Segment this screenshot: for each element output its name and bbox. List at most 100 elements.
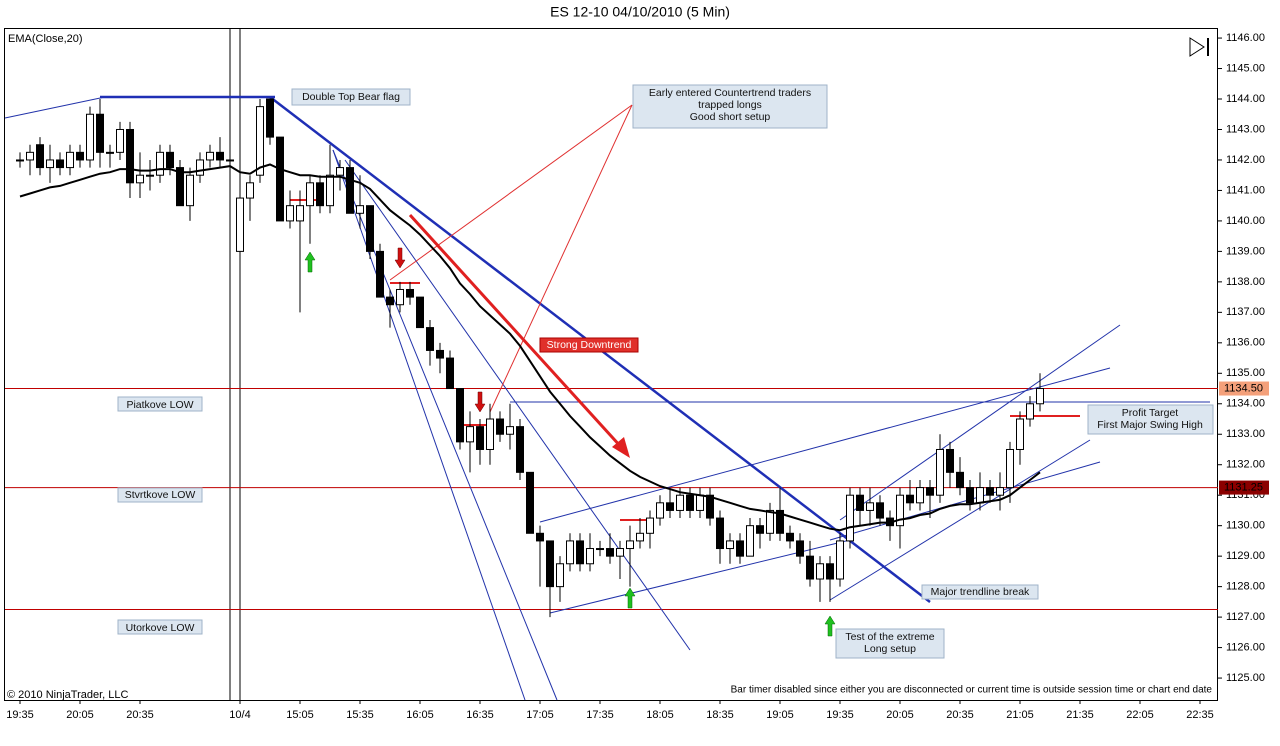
candle-body xyxy=(856,494,864,511)
x-tick-label: 22:05 xyxy=(1126,709,1154,721)
up-arrow xyxy=(624,587,636,609)
candle-body xyxy=(1006,448,1014,489)
annotation: Early entered Countertrend traders xyxy=(649,87,811,99)
up-arrow xyxy=(824,615,836,637)
candle-body xyxy=(276,136,284,222)
candle-body xyxy=(226,159,234,162)
candle-body xyxy=(916,487,924,504)
play-icon[interactable] xyxy=(1189,37,1205,57)
candle-body xyxy=(296,205,304,222)
candle-body xyxy=(846,494,854,542)
x-tick-label: 16:35 xyxy=(466,709,494,721)
candle-body xyxy=(796,540,804,557)
level-label: 1131.25 xyxy=(1224,481,1263,493)
annotation: Stvrtkove LOW xyxy=(125,489,196,501)
annotation-box xyxy=(632,84,828,129)
y-tick-label: 1141.00 xyxy=(1226,184,1265,196)
candle-body xyxy=(1036,388,1044,405)
y-tick-label: 1139.00 xyxy=(1226,245,1265,257)
playback-icon[interactable] xyxy=(1189,37,1209,57)
x-tick-label: 10/4 xyxy=(229,709,250,721)
candle-body xyxy=(396,288,404,306)
candle-body xyxy=(386,296,394,306)
plot xyxy=(16,98,1044,618)
y-tick-label: 1128.00 xyxy=(1226,581,1265,593)
candle-body xyxy=(456,388,464,443)
y-tick-label: 1140.00 xyxy=(1226,215,1265,227)
y-tick-label: 1137.00 xyxy=(1226,306,1265,318)
candle-body xyxy=(196,159,204,176)
candle-body xyxy=(246,182,254,199)
candle-body xyxy=(26,151,34,161)
ema-line xyxy=(19,163,1041,532)
candle-body xyxy=(926,487,934,496)
candle-body xyxy=(106,151,114,154)
x-tick-label: 21:35 xyxy=(1066,709,1094,721)
annotation: Major trendline break xyxy=(931,586,1030,598)
candle-body xyxy=(306,182,314,207)
level-label-box xyxy=(1219,381,1269,396)
candle-body xyxy=(236,197,244,252)
candle-body xyxy=(56,159,64,169)
up-arrow xyxy=(304,251,316,273)
channel-line xyxy=(829,461,1101,541)
candle-body xyxy=(736,540,744,557)
candle-body xyxy=(406,288,414,298)
candle-body xyxy=(506,426,514,435)
candle-body xyxy=(116,128,124,153)
x-tick-label: 18:05 xyxy=(646,709,674,721)
candle-body xyxy=(316,182,324,207)
levels xyxy=(5,388,1218,610)
status-notice: Bar timer disabled since either you are … xyxy=(731,685,1213,696)
down-arrow xyxy=(394,247,406,269)
candle-body xyxy=(936,448,944,496)
arrow xyxy=(408,213,624,450)
candle-body xyxy=(476,426,484,450)
annotation-box xyxy=(117,487,203,503)
x-tick-label: 18:35 xyxy=(706,709,734,721)
candle-body xyxy=(746,525,754,557)
annotation-box xyxy=(539,337,639,353)
candle-body xyxy=(626,540,634,550)
candle-body xyxy=(646,517,654,534)
candle-body xyxy=(806,555,814,580)
trendline xyxy=(344,159,691,651)
candle-body xyxy=(706,494,714,519)
channel-line xyxy=(839,324,1121,521)
annotation: Utorkove LOW xyxy=(126,622,195,634)
candle-body xyxy=(786,532,794,542)
annotation: Profit Target xyxy=(1122,407,1178,419)
candle-body xyxy=(686,494,694,511)
candle-body xyxy=(576,540,584,565)
trendline xyxy=(4,96,106,119)
candle-body xyxy=(946,448,954,473)
annotation-box xyxy=(117,396,203,412)
annotation: Double Top Bear flag xyxy=(302,91,400,103)
candle-body xyxy=(86,113,94,161)
y-tick-label: 1138.00 xyxy=(1226,276,1265,288)
x-tick-label: 21:05 xyxy=(1006,709,1034,721)
level-label-box xyxy=(1219,480,1269,495)
candle-body xyxy=(606,548,614,557)
candle-body xyxy=(526,471,534,534)
candle-body xyxy=(486,418,494,450)
candle-body xyxy=(376,250,384,298)
candle-body xyxy=(906,494,914,504)
down-arrow xyxy=(474,391,486,413)
candle-body xyxy=(436,349,444,359)
candle-body xyxy=(206,151,214,161)
x-tick-label: 15:05 xyxy=(286,709,314,721)
candle-body xyxy=(126,128,134,184)
candle-body xyxy=(876,502,884,519)
candle-body xyxy=(636,532,644,542)
channel-line xyxy=(539,367,1111,523)
x-tick-label: 20:05 xyxy=(886,709,914,721)
candle-body xyxy=(546,540,554,588)
candle-body xyxy=(286,205,294,222)
annotation-box xyxy=(1087,404,1214,435)
candle-body xyxy=(346,167,354,214)
y-tick-label: 1134.00 xyxy=(1226,398,1265,410)
candle-body xyxy=(776,509,784,534)
candle-body xyxy=(256,106,264,176)
